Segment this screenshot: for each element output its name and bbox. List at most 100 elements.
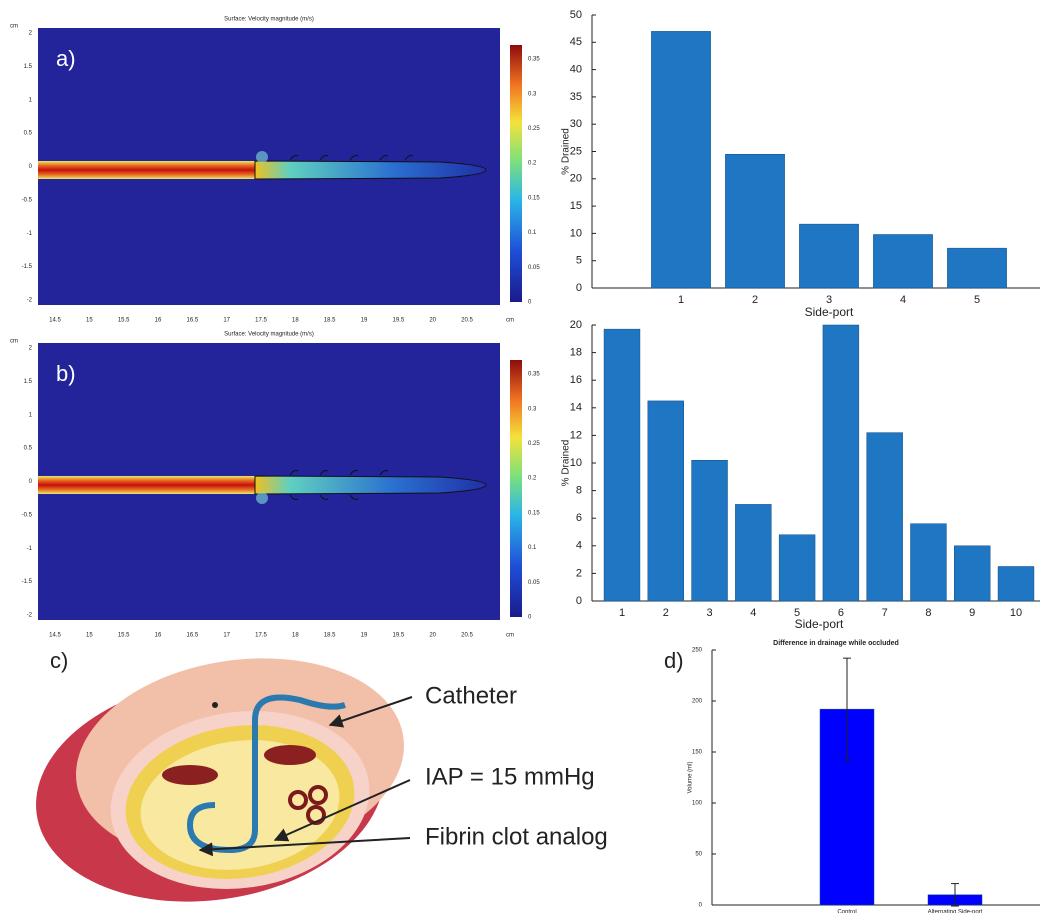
y-tick-label: 0 xyxy=(576,595,582,607)
y-tick-label: 200 xyxy=(692,699,703,705)
y-tick-label: 10 xyxy=(570,457,582,469)
y-tick-label: 18 xyxy=(570,347,582,359)
abdomen-illustration xyxy=(36,658,404,902)
y-tick-label: 40 xyxy=(570,64,582,76)
x-tick-label: 16 xyxy=(155,318,162,324)
bar xyxy=(647,400,684,602)
x-tick-label: 18 xyxy=(292,318,299,324)
x-tick-label: 14.5 xyxy=(49,633,61,639)
x-tick-label: 5 xyxy=(974,294,980,306)
x-tick-label: 5 xyxy=(794,607,800,619)
simulation-title: Surface: Velocity magnitude (m/s) xyxy=(224,332,314,338)
colorbar-tick-label: 0.1 xyxy=(528,545,537,551)
x-tick-label: 18 xyxy=(292,633,299,639)
simulation-title: Surface: Velocity magnitude (m/s) xyxy=(224,17,314,23)
axis-unit: cm xyxy=(506,633,514,639)
colorbar-tick-label: 0.35 xyxy=(528,57,540,63)
annotation-arrow xyxy=(273,779,411,842)
x-tick-label: 17.5 xyxy=(255,633,267,639)
annotation-arrow xyxy=(328,696,413,728)
y-tick-label: 0.5 xyxy=(24,446,33,452)
x-tick-label: 20.5 xyxy=(461,318,473,324)
x-tick-label: 15 xyxy=(86,633,93,639)
panel-label: b) xyxy=(56,361,76,386)
colorbar xyxy=(510,360,522,617)
panel-label: c) xyxy=(50,648,68,673)
x-tick-label: 17.5 xyxy=(255,318,267,324)
x-tick-label: 2 xyxy=(663,607,669,619)
axis-unit: cm xyxy=(10,24,18,30)
y-tick-label: 1 xyxy=(29,412,33,418)
y-tick-label: 50 xyxy=(570,9,582,21)
simulation-b-image xyxy=(38,343,500,620)
x-tick-label: 15.5 xyxy=(118,633,130,639)
colorbar-tick-label: 0.05 xyxy=(528,580,540,586)
x-tick-label: 16 xyxy=(155,633,162,639)
y-tick-label: -2 xyxy=(27,613,33,619)
panel-label: a) xyxy=(56,46,76,71)
x-tick-label: 1 xyxy=(678,294,684,306)
y-tick-label: 2 xyxy=(29,31,33,37)
y-tick-label: 2 xyxy=(29,346,33,352)
bar xyxy=(822,324,860,602)
x-tick-label: 16.5 xyxy=(186,318,198,324)
y-tick-label: 4 xyxy=(576,540,582,552)
y-axis-label: Volume (ml) xyxy=(688,761,694,793)
x-tick-label: 20 xyxy=(429,633,436,639)
bar xyxy=(947,247,1007,289)
y-tick-label: 16 xyxy=(570,374,582,386)
y-tick-label: -1.5 xyxy=(22,579,33,585)
colorbar-tick-label: 0.1 xyxy=(528,230,537,236)
x-tick-label: 18.5 xyxy=(324,318,336,324)
x-tick-label: 1 xyxy=(619,607,625,619)
y-tick-label: 14 xyxy=(570,402,582,414)
bar xyxy=(873,234,933,289)
x-tick-label: 8 xyxy=(925,607,931,619)
colorbar-tick-label: 0.15 xyxy=(528,510,540,516)
y-tick-label: 10 xyxy=(570,227,582,239)
annotation: IAP = 15 mmHg xyxy=(425,763,595,790)
x-tick-label: 20.5 xyxy=(461,633,473,639)
bar xyxy=(603,328,641,602)
x-tick-label: 17 xyxy=(223,633,230,639)
x-tick-label: 2 xyxy=(752,294,758,306)
colorbar-tick-label: 0.2 xyxy=(528,161,537,167)
y-tick-label: 1.5 xyxy=(24,64,33,70)
colorbar xyxy=(510,45,522,302)
y-tick-label: 15 xyxy=(570,200,582,212)
y-tick-label: 5 xyxy=(576,255,582,267)
y-tick-label: 25 xyxy=(570,145,582,157)
x-tick-label: 10 xyxy=(1010,607,1022,619)
bar xyxy=(866,432,903,602)
x-tick-label: Alternating Side-port xyxy=(928,910,983,913)
y-tick-label: -0.5 xyxy=(22,512,33,518)
y-tick-label: 2 xyxy=(576,567,582,579)
bar xyxy=(651,31,711,289)
y-tick-label: -1 xyxy=(27,231,33,237)
colorbar-tick-label: 0.05 xyxy=(528,265,540,271)
bar xyxy=(735,504,772,602)
y-tick-label: 35 xyxy=(570,91,582,103)
y-tick-label: 1 xyxy=(29,97,33,103)
x-tick-label: 14.5 xyxy=(49,318,61,324)
chart-title: Difference in drainage while occluded xyxy=(773,640,899,647)
y-tick-label: 8 xyxy=(576,485,582,497)
y-tick-label: 12 xyxy=(570,429,582,441)
colorbar-tick-label: 0.25 xyxy=(528,441,540,447)
x-tick-label: 4 xyxy=(900,294,906,306)
y-tick-label: 250 xyxy=(692,648,703,654)
colorbar-tick-label: 0.15 xyxy=(528,195,540,201)
x-tick-label: 15.5 xyxy=(118,318,130,324)
y-tick-label: 6 xyxy=(576,512,582,524)
y-axis-label: % Drained xyxy=(561,128,572,175)
x-tick-label: 20 xyxy=(429,318,436,324)
x-tick-label: 19.5 xyxy=(392,633,404,639)
axis-unit: cm xyxy=(10,339,18,345)
y-tick-label: 0 xyxy=(29,479,33,485)
y-tick-label: 20 xyxy=(570,319,582,331)
y-tick-label: 100 xyxy=(692,801,703,807)
annotation: Catheter xyxy=(425,682,517,709)
bar xyxy=(691,459,728,602)
axis-unit: cm xyxy=(506,318,514,324)
